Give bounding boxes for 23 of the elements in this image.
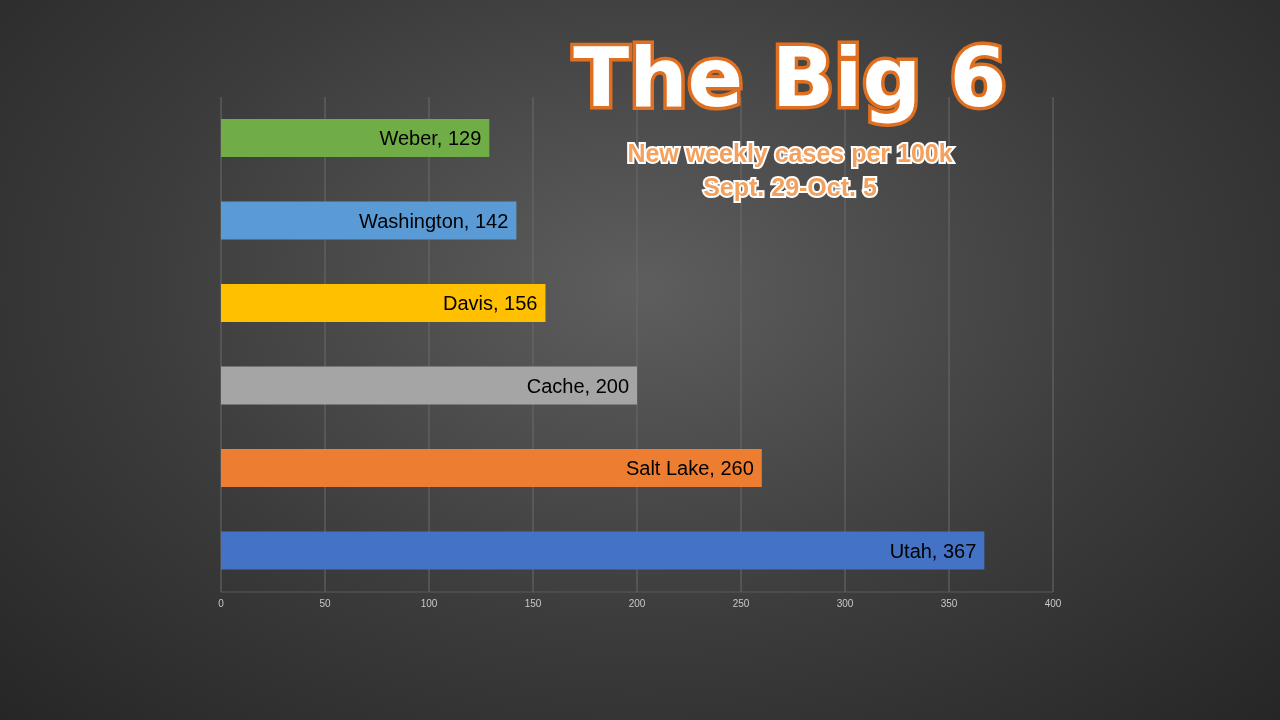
x-tick-label: 250 — [732, 598, 750, 610]
x-tick-label: 200 — [628, 598, 646, 610]
bar — [221, 201, 517, 240]
data-label: Washington, 142 — [359, 209, 509, 232]
bar — [221, 449, 762, 487]
data-label: Cache, 200 — [526, 374, 629, 397]
data-label: Salt Lake, 260 — [625, 457, 754, 479]
bar — [221, 366, 637, 405]
bar — [221, 119, 490, 157]
chart-title: The Big 6 — [572, 29, 1008, 127]
x-tick-label: 350 — [940, 598, 958, 610]
x-tick-label: 400 — [1044, 598, 1062, 610]
x-tick-label: 150 — [524, 598, 542, 610]
data-label: Weber, 129 — [379, 127, 482, 149]
data-label: Davis, 156 — [442, 292, 538, 314]
bar — [221, 284, 546, 322]
x-tick-label: 50 — [319, 598, 331, 610]
bar — [221, 531, 985, 570]
x-tick-label: 100 — [420, 598, 438, 610]
text: New weekly cases per 100k Sept. 29-Oct. 5 — [626, 138, 954, 203]
data-label: Utah, 367 — [889, 539, 977, 562]
x-tick-label: 300 — [836, 598, 854, 610]
x-tick-label: 0 — [218, 598, 225, 610]
